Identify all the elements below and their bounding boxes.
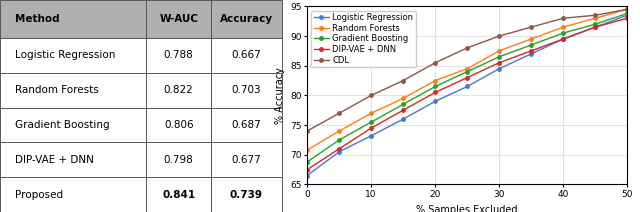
Line: Logistic Regression: Logistic Regression	[305, 14, 629, 177]
CDL	[463, 47, 471, 49]
Line: Random Forests: Random Forests	[305, 8, 629, 152]
Gradient Boosting	[495, 56, 503, 58]
Logistic Regression	[367, 134, 375, 137]
Logistic Regression	[431, 100, 439, 103]
DIP-VAE + DNN	[431, 91, 439, 94]
Random Forests	[559, 26, 567, 28]
CDL	[303, 130, 311, 132]
Y-axis label: % Accuracy: % Accuracy	[275, 67, 285, 124]
DIP-VAE + DNN	[303, 168, 311, 171]
Logistic Regression	[559, 38, 567, 40]
Random Forests	[527, 38, 535, 40]
DIP-VAE + DNN	[399, 109, 407, 112]
Line: Gradient Boosting: Gradient Boosting	[305, 12, 629, 164]
CDL	[335, 112, 343, 114]
CDL	[591, 14, 599, 17]
DIP-VAE + DNN	[495, 61, 503, 64]
Gradient Boosting	[303, 161, 311, 163]
CDL	[559, 17, 567, 20]
CDL	[399, 79, 407, 82]
Logistic Regression	[527, 53, 535, 55]
CDL	[431, 61, 439, 64]
Random Forests	[303, 149, 311, 151]
Logistic Regression	[399, 118, 407, 120]
CDL	[367, 94, 375, 97]
Logistic Regression	[591, 26, 599, 28]
Logistic Regression	[495, 67, 503, 70]
CDL	[495, 35, 503, 37]
CDL	[623, 8, 631, 11]
Random Forests	[623, 8, 631, 11]
DIP-VAE + DNN	[335, 148, 343, 150]
DIP-VAE + DNN	[591, 26, 599, 28]
DIP-VAE + DNN	[559, 38, 567, 40]
Line: CDL: CDL	[305, 8, 629, 133]
Random Forests	[335, 130, 343, 132]
Gradient Boosting	[623, 12, 631, 15]
Gradient Boosting	[399, 103, 407, 106]
Random Forests	[495, 50, 503, 52]
Random Forests	[367, 112, 375, 114]
Gradient Boosting	[591, 23, 599, 25]
Legend: Logistic Regression, Random Forests, Gradient Boosting, DIP-VAE + DNN, CDL: Logistic Regression, Random Forests, Gra…	[312, 11, 416, 67]
Random Forests	[463, 67, 471, 70]
Gradient Boosting	[527, 44, 535, 46]
Logistic Regression	[623, 14, 631, 17]
Logistic Regression	[463, 85, 471, 88]
DIP-VAE + DNN	[367, 127, 375, 129]
Logistic Regression	[335, 151, 343, 153]
DIP-VAE + DNN	[463, 76, 471, 79]
Random Forests	[591, 17, 599, 20]
Gradient Boosting	[463, 70, 471, 73]
Gradient Boosting	[335, 139, 343, 141]
Gradient Boosting	[367, 121, 375, 123]
DIP-VAE + DNN	[623, 17, 631, 20]
Line: DIP-VAE + DNN: DIP-VAE + DNN	[305, 17, 629, 171]
Logistic Regression	[303, 174, 311, 177]
X-axis label: % Samples Excluded: % Samples Excluded	[417, 205, 518, 212]
CDL	[527, 26, 535, 28]
Random Forests	[431, 79, 439, 82]
Random Forests	[399, 97, 407, 100]
Gradient Boosting	[431, 85, 439, 88]
DIP-VAE + DNN	[527, 50, 535, 52]
Gradient Boosting	[559, 32, 567, 34]
